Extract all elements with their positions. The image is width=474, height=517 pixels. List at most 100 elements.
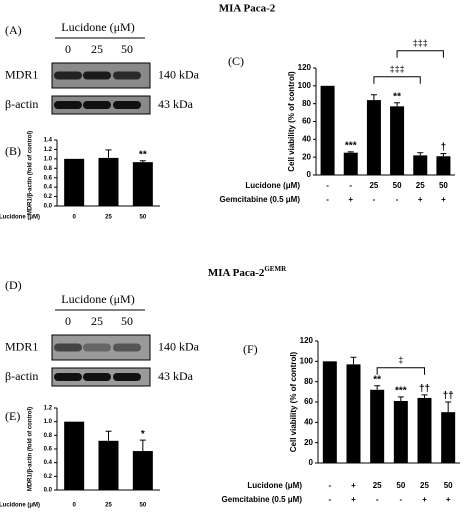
blot-size: 43 kDa — [158, 369, 194, 383]
blot-band — [83, 71, 111, 80]
significance: †† — [443, 391, 454, 402]
blot-band — [54, 101, 82, 109]
blot-band — [113, 71, 141, 80]
y-tick-label: 60 — [304, 397, 313, 406]
x-tick-label: 0 — [72, 503, 76, 509]
bar — [98, 157, 119, 206]
y-axis-label: MDR1/β-actin (fold of control) — [28, 131, 34, 215]
x-tick-label: 50 — [139, 215, 146, 221]
blot-size: 43 kDa — [158, 97, 194, 111]
blot-name: β-actin — [5, 369, 38, 383]
x-axis-label: Lucidone (μM) — [0, 215, 40, 221]
condition-value: + — [418, 195, 423, 204]
bar — [98, 440, 119, 490]
condition-value: 50 — [393, 181, 402, 190]
y-tick-label: 60 — [302, 117, 311, 126]
x-tick-label: 50 — [139, 503, 146, 509]
condition-value: + — [348, 195, 353, 204]
y-tick-label: 0.6 — [44, 175, 53, 181]
condition-value: - — [326, 195, 329, 204]
condition-value: - — [376, 495, 379, 504]
x-axis-label: Lucidone (μM) — [0, 503, 40, 509]
y-axis-label: Cell viability (% of control) — [289, 351, 298, 452]
significance: *** — [395, 386, 407, 397]
y-tick-label: 40 — [302, 134, 311, 143]
y-tick-label: 0.2 — [44, 194, 53, 200]
title-text: MIA Paca-2 — [208, 267, 265, 279]
y-tick-label: 0 — [309, 458, 314, 467]
blot-size: 140 kDa — [158, 67, 200, 81]
title-sup: GEMR — [264, 265, 287, 273]
panel-label: (C) — [228, 54, 244, 68]
blot-name: MDR1 — [5, 67, 38, 81]
bar — [64, 421, 85, 490]
condition-value: + — [351, 495, 356, 504]
y-tick-label: 1.4 — [44, 138, 53, 144]
y-tick-label: 0.8 — [44, 166, 53, 172]
condition-name: Lucidone (μM) — [245, 181, 300, 190]
figure-title: MIA Paca-2GEMR — [208, 265, 287, 279]
bar — [436, 156, 451, 175]
condition-name: Gemcitabine (0.5 μM) — [222, 495, 303, 504]
y-tick-label: 100 — [300, 356, 314, 365]
y-tick-label: 1.0 — [44, 156, 53, 162]
bracket — [376, 367, 425, 375]
bracket-label: ‡‡‡ — [390, 64, 405, 74]
blot-band — [54, 343, 82, 352]
y-tick-label: 0.4 — [44, 460, 53, 466]
y-tick-label: 1.2 — [44, 147, 53, 153]
bracket — [396, 50, 444, 58]
y-tick-label: 1.0 — [44, 419, 53, 425]
blot-size: 140 kDa — [158, 339, 200, 353]
y-tick-label: 120 — [298, 63, 312, 72]
condition-value: - — [326, 181, 329, 190]
significance: ** — [373, 374, 381, 385]
y-tick-label: 100 — [298, 81, 312, 90]
bracket — [373, 76, 421, 84]
bar — [370, 389, 385, 463]
condition-value: + — [446, 495, 451, 504]
y-tick-label: 20 — [304, 438, 313, 447]
condition-value: + — [351, 481, 356, 490]
y-tick-label: 0 — [307, 170, 312, 179]
bracket-label: ‡ — [398, 355, 403, 365]
y-tick-label: 0.4 — [44, 185, 53, 191]
condition-value: 50 — [396, 481, 405, 490]
bar — [64, 158, 85, 206]
condition-value: - — [373, 195, 376, 204]
dose-label: 50 — [121, 42, 133, 56]
condition-value: 25 — [416, 181, 425, 190]
significance: * — [141, 429, 145, 440]
bar — [390, 106, 405, 175]
bracket-label: ‡‡‡ — [413, 38, 428, 48]
x-tick-label: 25 — [105, 503, 112, 509]
condition-name: Lucidone (μM) — [247, 481, 302, 490]
condition-value: - — [328, 481, 331, 490]
dose-label: 50 — [121, 314, 133, 328]
blot-name: β-actin — [5, 97, 38, 111]
blot-band — [113, 343, 141, 352]
condition-value: - — [396, 195, 399, 204]
panel-label: (A) — [5, 23, 22, 37]
blot-band — [83, 373, 111, 381]
significance: † — [441, 142, 447, 153]
y-tick-label: 40 — [304, 417, 313, 426]
blot-header: Lucidone (μM) — [61, 292, 134, 306]
blot-band — [54, 373, 82, 381]
bar — [322, 361, 337, 463]
y-tick-label: 20 — [302, 152, 311, 161]
significance: ** — [139, 149, 147, 160]
figure-title: MIA Paca-2 — [219, 3, 276, 15]
y-tick-label: 80 — [304, 377, 313, 386]
x-tick-label: 25 — [105, 215, 112, 221]
y-tick-label: 120 — [300, 336, 314, 345]
blot-name: MDR1 — [5, 339, 38, 353]
y-tick-label: 1.2 — [44, 406, 53, 412]
condition-value: 25 — [373, 481, 382, 490]
bar — [417, 397, 432, 463]
y-tick-label: 0.0 — [44, 488, 53, 494]
condition-value: + — [441, 195, 446, 204]
blot-band — [83, 343, 111, 352]
bar — [346, 364, 361, 463]
